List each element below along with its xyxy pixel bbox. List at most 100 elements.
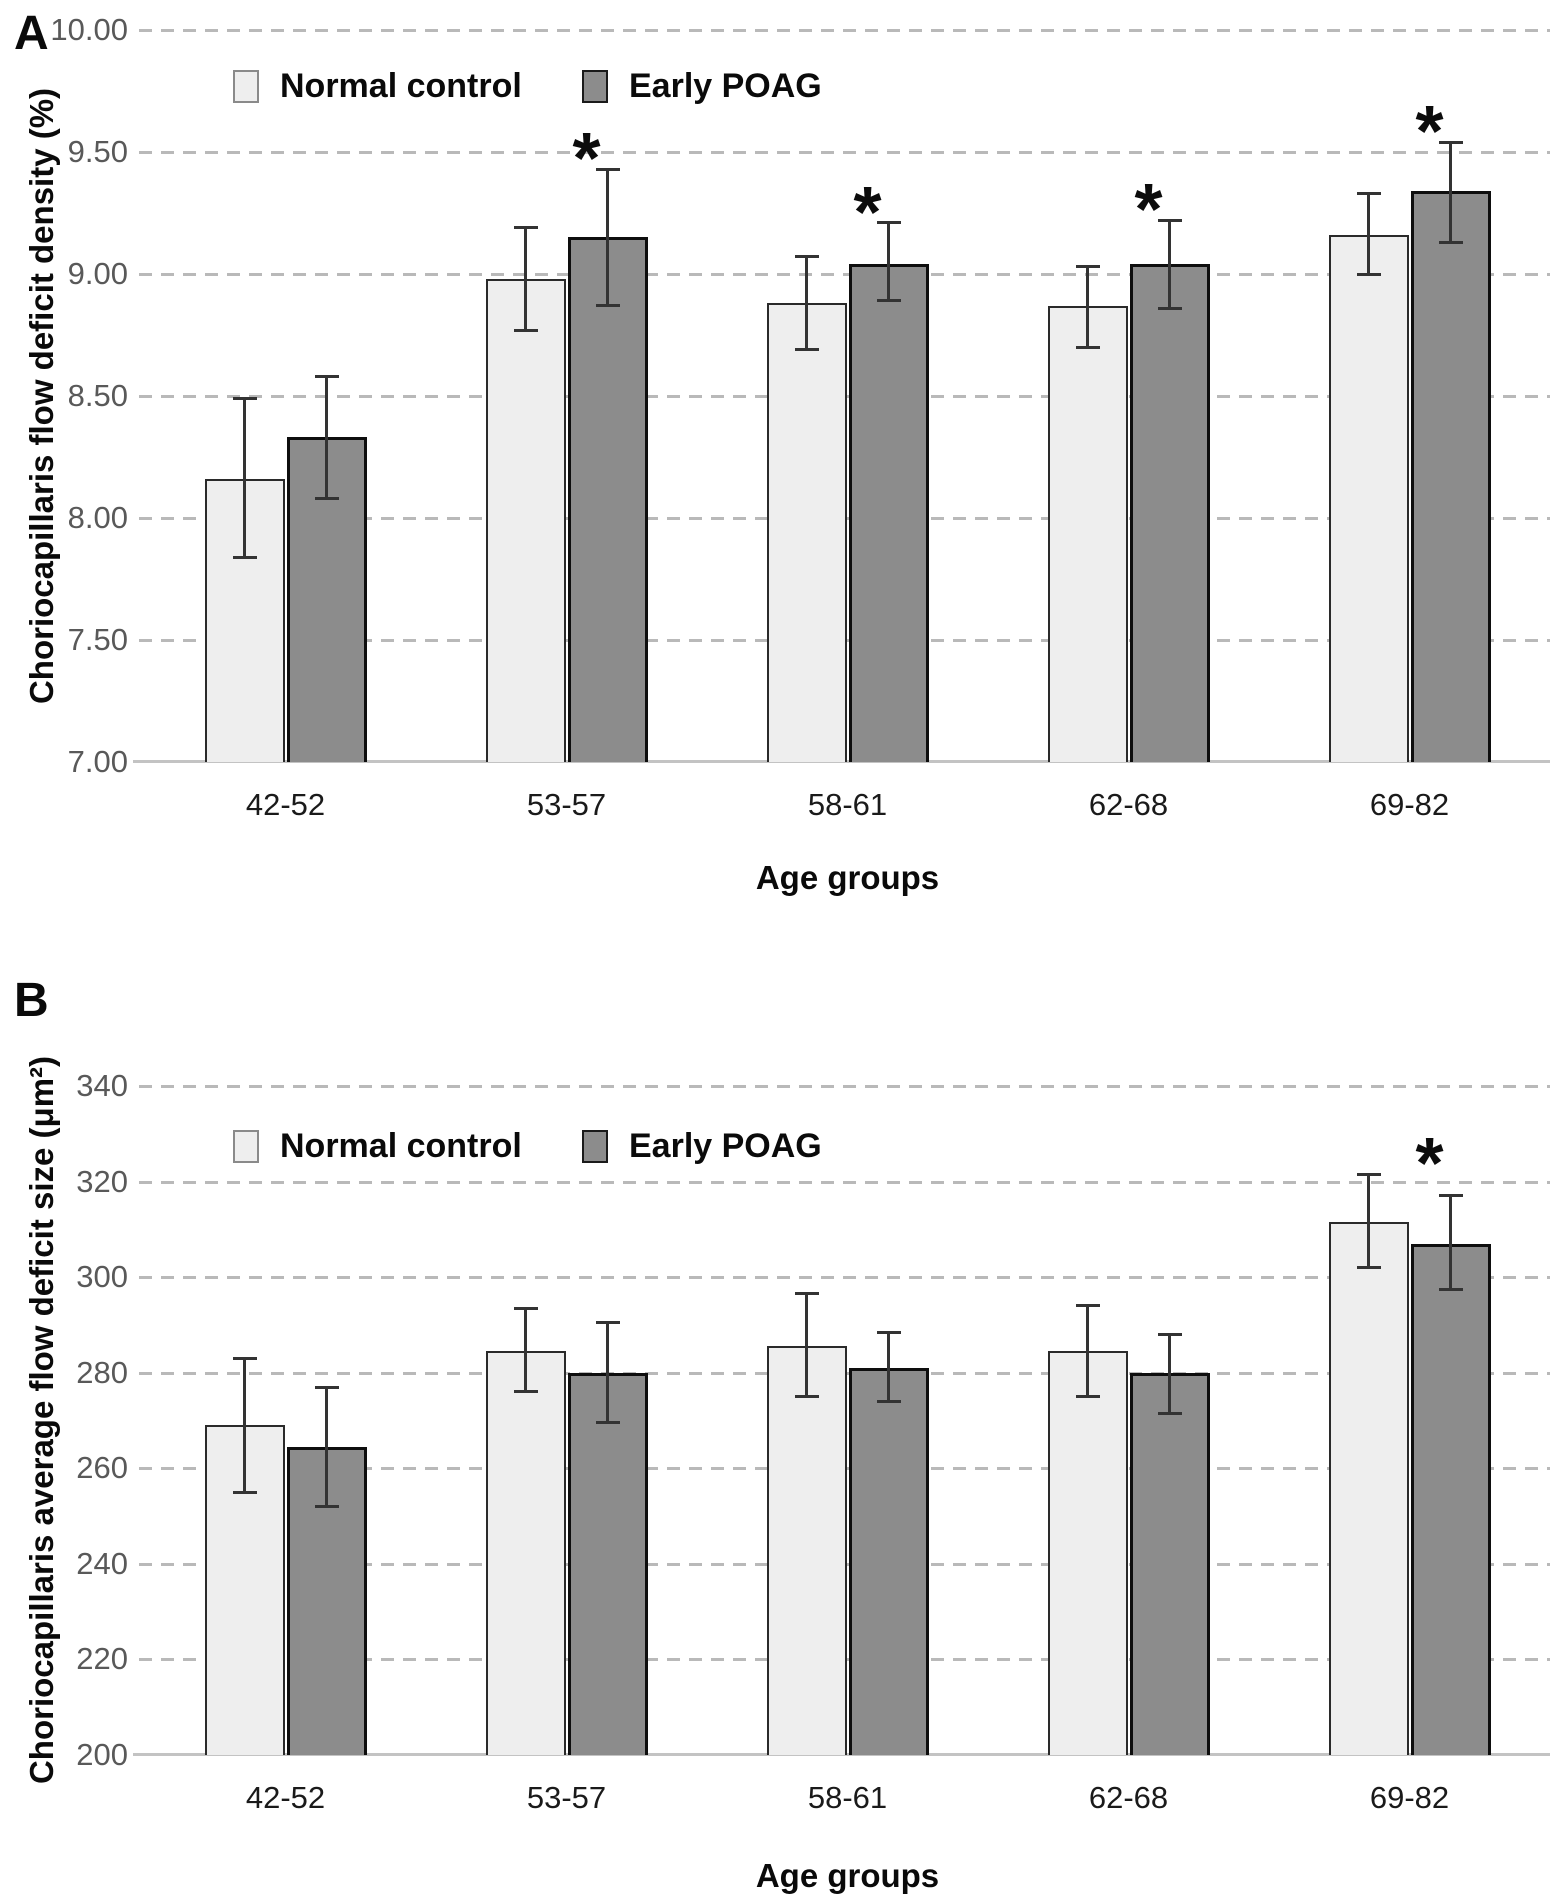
significance-asterisk: * bbox=[1415, 1124, 1444, 1205]
plot-area: * * * * bbox=[133, 29, 1550, 763]
y-tick-label: 260 bbox=[76, 1450, 128, 1486]
bar-normal-control bbox=[204, 1425, 285, 1755]
bar-early-poag bbox=[567, 237, 648, 762]
gridline bbox=[139, 1085, 1550, 1088]
error-bar-cap bbox=[1356, 191, 1381, 195]
error-bar bbox=[887, 222, 890, 301]
y-tick-label: 9.00 bbox=[67, 256, 128, 291]
bar-early-poag bbox=[848, 1367, 929, 1755]
error-bar-cap bbox=[1356, 1266, 1381, 1270]
error-bar-cap bbox=[1075, 1304, 1100, 1308]
error-bar-cap bbox=[1075, 1395, 1100, 1399]
x-axis-title-b: Age groups bbox=[755, 1857, 940, 1894]
error-bar-cap bbox=[1438, 240, 1463, 244]
error-bar bbox=[325, 376, 328, 499]
y-tick-label: 7.00 bbox=[67, 744, 128, 779]
error-bar-cap bbox=[314, 1385, 339, 1389]
bar-early-poag bbox=[1129, 264, 1210, 762]
error-bar-cap bbox=[595, 1421, 620, 1425]
error-bar-cap bbox=[314, 496, 339, 500]
error-bar bbox=[606, 1322, 609, 1423]
legend-label-early-poag: Early POAG bbox=[629, 66, 822, 105]
legend-item-normal-control: Normal control bbox=[233, 66, 522, 106]
error-bar bbox=[1449, 1195, 1452, 1290]
x-tick-label: 58-61 bbox=[807, 787, 888, 822]
bar-normal-control bbox=[1047, 1351, 1128, 1755]
error-bar-cap bbox=[314, 374, 339, 378]
legend-swatch-early-poag bbox=[582, 69, 608, 103]
error-bar-cap bbox=[794, 1395, 819, 1399]
x-tick-label: 53-57 bbox=[526, 1780, 607, 1815]
gridline bbox=[139, 151, 1550, 154]
error-bar bbox=[1367, 193, 1370, 274]
error-bar bbox=[325, 1387, 328, 1507]
error-bar bbox=[1086, 266, 1089, 348]
error-bar-cap bbox=[876, 221, 901, 225]
x-tick-label: 58-61 bbox=[807, 1780, 888, 1815]
error-bar-cap bbox=[513, 1306, 538, 1310]
error-bar-cap bbox=[1356, 272, 1381, 276]
error-bar bbox=[805, 256, 808, 350]
error-bar bbox=[1168, 220, 1171, 309]
error-bar bbox=[1449, 142, 1452, 243]
error-bar bbox=[887, 1332, 890, 1402]
error-bar bbox=[1086, 1305, 1089, 1397]
error-bar-cap bbox=[232, 396, 257, 400]
error-bar-cap bbox=[876, 1330, 901, 1334]
y-tick-label: 8.00 bbox=[67, 500, 128, 535]
error-bar-cap bbox=[595, 167, 620, 171]
gridline bbox=[139, 29, 1550, 32]
x-tick-label: 69-82 bbox=[1369, 787, 1450, 822]
bar-normal-control bbox=[485, 278, 566, 762]
error-bar bbox=[1168, 1334, 1171, 1414]
error-bar bbox=[243, 1358, 246, 1493]
error-bar-cap bbox=[1075, 265, 1100, 269]
legend-swatch-normal-control bbox=[233, 69, 259, 103]
error-bar bbox=[1367, 1174, 1370, 1268]
x-tick-label: 69-82 bbox=[1369, 1780, 1450, 1815]
error-bar-cap bbox=[513, 328, 538, 332]
y-tick-label: 200 bbox=[76, 1737, 128, 1772]
error-bar-cap bbox=[1157, 1411, 1182, 1415]
bar-normal-control bbox=[1047, 305, 1128, 762]
bar-early-poag bbox=[1129, 1372, 1210, 1755]
gridline bbox=[139, 273, 1550, 276]
legend-label-normal-control: Normal control bbox=[280, 1126, 522, 1165]
y-tick-label: 7.50 bbox=[67, 622, 128, 657]
y-tick-label: 10.00 bbox=[50, 12, 128, 47]
bar-normal-control bbox=[485, 1351, 566, 1755]
error-bar-cap bbox=[1157, 306, 1182, 310]
y-tick-label: 300 bbox=[76, 1259, 128, 1295]
legend-label-early-poag: Early POAG bbox=[629, 1126, 822, 1165]
error-bar bbox=[243, 398, 246, 558]
y-tick-label: 8.50 bbox=[67, 378, 128, 413]
bar-early-poag bbox=[1410, 191, 1491, 762]
plot-area: * bbox=[133, 1085, 1550, 1756]
x-tick-label: 42-52 bbox=[245, 787, 326, 822]
gridline bbox=[139, 1276, 1550, 1280]
y-tick-label: 220 bbox=[76, 1641, 128, 1677]
error-bar-cap bbox=[1157, 218, 1182, 222]
bar-normal-control bbox=[766, 303, 847, 762]
error-bar-cap bbox=[232, 1490, 257, 1494]
error-bar-cap bbox=[232, 1356, 257, 1360]
error-bar bbox=[805, 1293, 808, 1397]
error-bar-cap bbox=[1438, 1194, 1463, 1198]
error-bar bbox=[524, 1308, 527, 1392]
error-bar-cap bbox=[314, 1505, 339, 1508]
error-bar-cap bbox=[1075, 345, 1100, 349]
y-tick-label: 320 bbox=[76, 1163, 128, 1199]
significance-asterisk: * bbox=[1134, 170, 1163, 251]
x-tick-label: 62-68 bbox=[1088, 1780, 1169, 1815]
legend-swatch-early-poag bbox=[582, 1129, 608, 1163]
panel-letter-a: A bbox=[14, 7, 49, 60]
error-bar-cap bbox=[513, 226, 538, 230]
error-bar bbox=[606, 169, 609, 306]
bar-early-poag bbox=[567, 1372, 648, 1755]
error-bar-cap bbox=[1438, 1287, 1463, 1291]
error-bar-cap bbox=[794, 1292, 819, 1296]
y-tick-label: 9.50 bbox=[67, 134, 128, 169]
error-bar-cap bbox=[1438, 140, 1463, 144]
bar-normal-control bbox=[1328, 1222, 1409, 1755]
